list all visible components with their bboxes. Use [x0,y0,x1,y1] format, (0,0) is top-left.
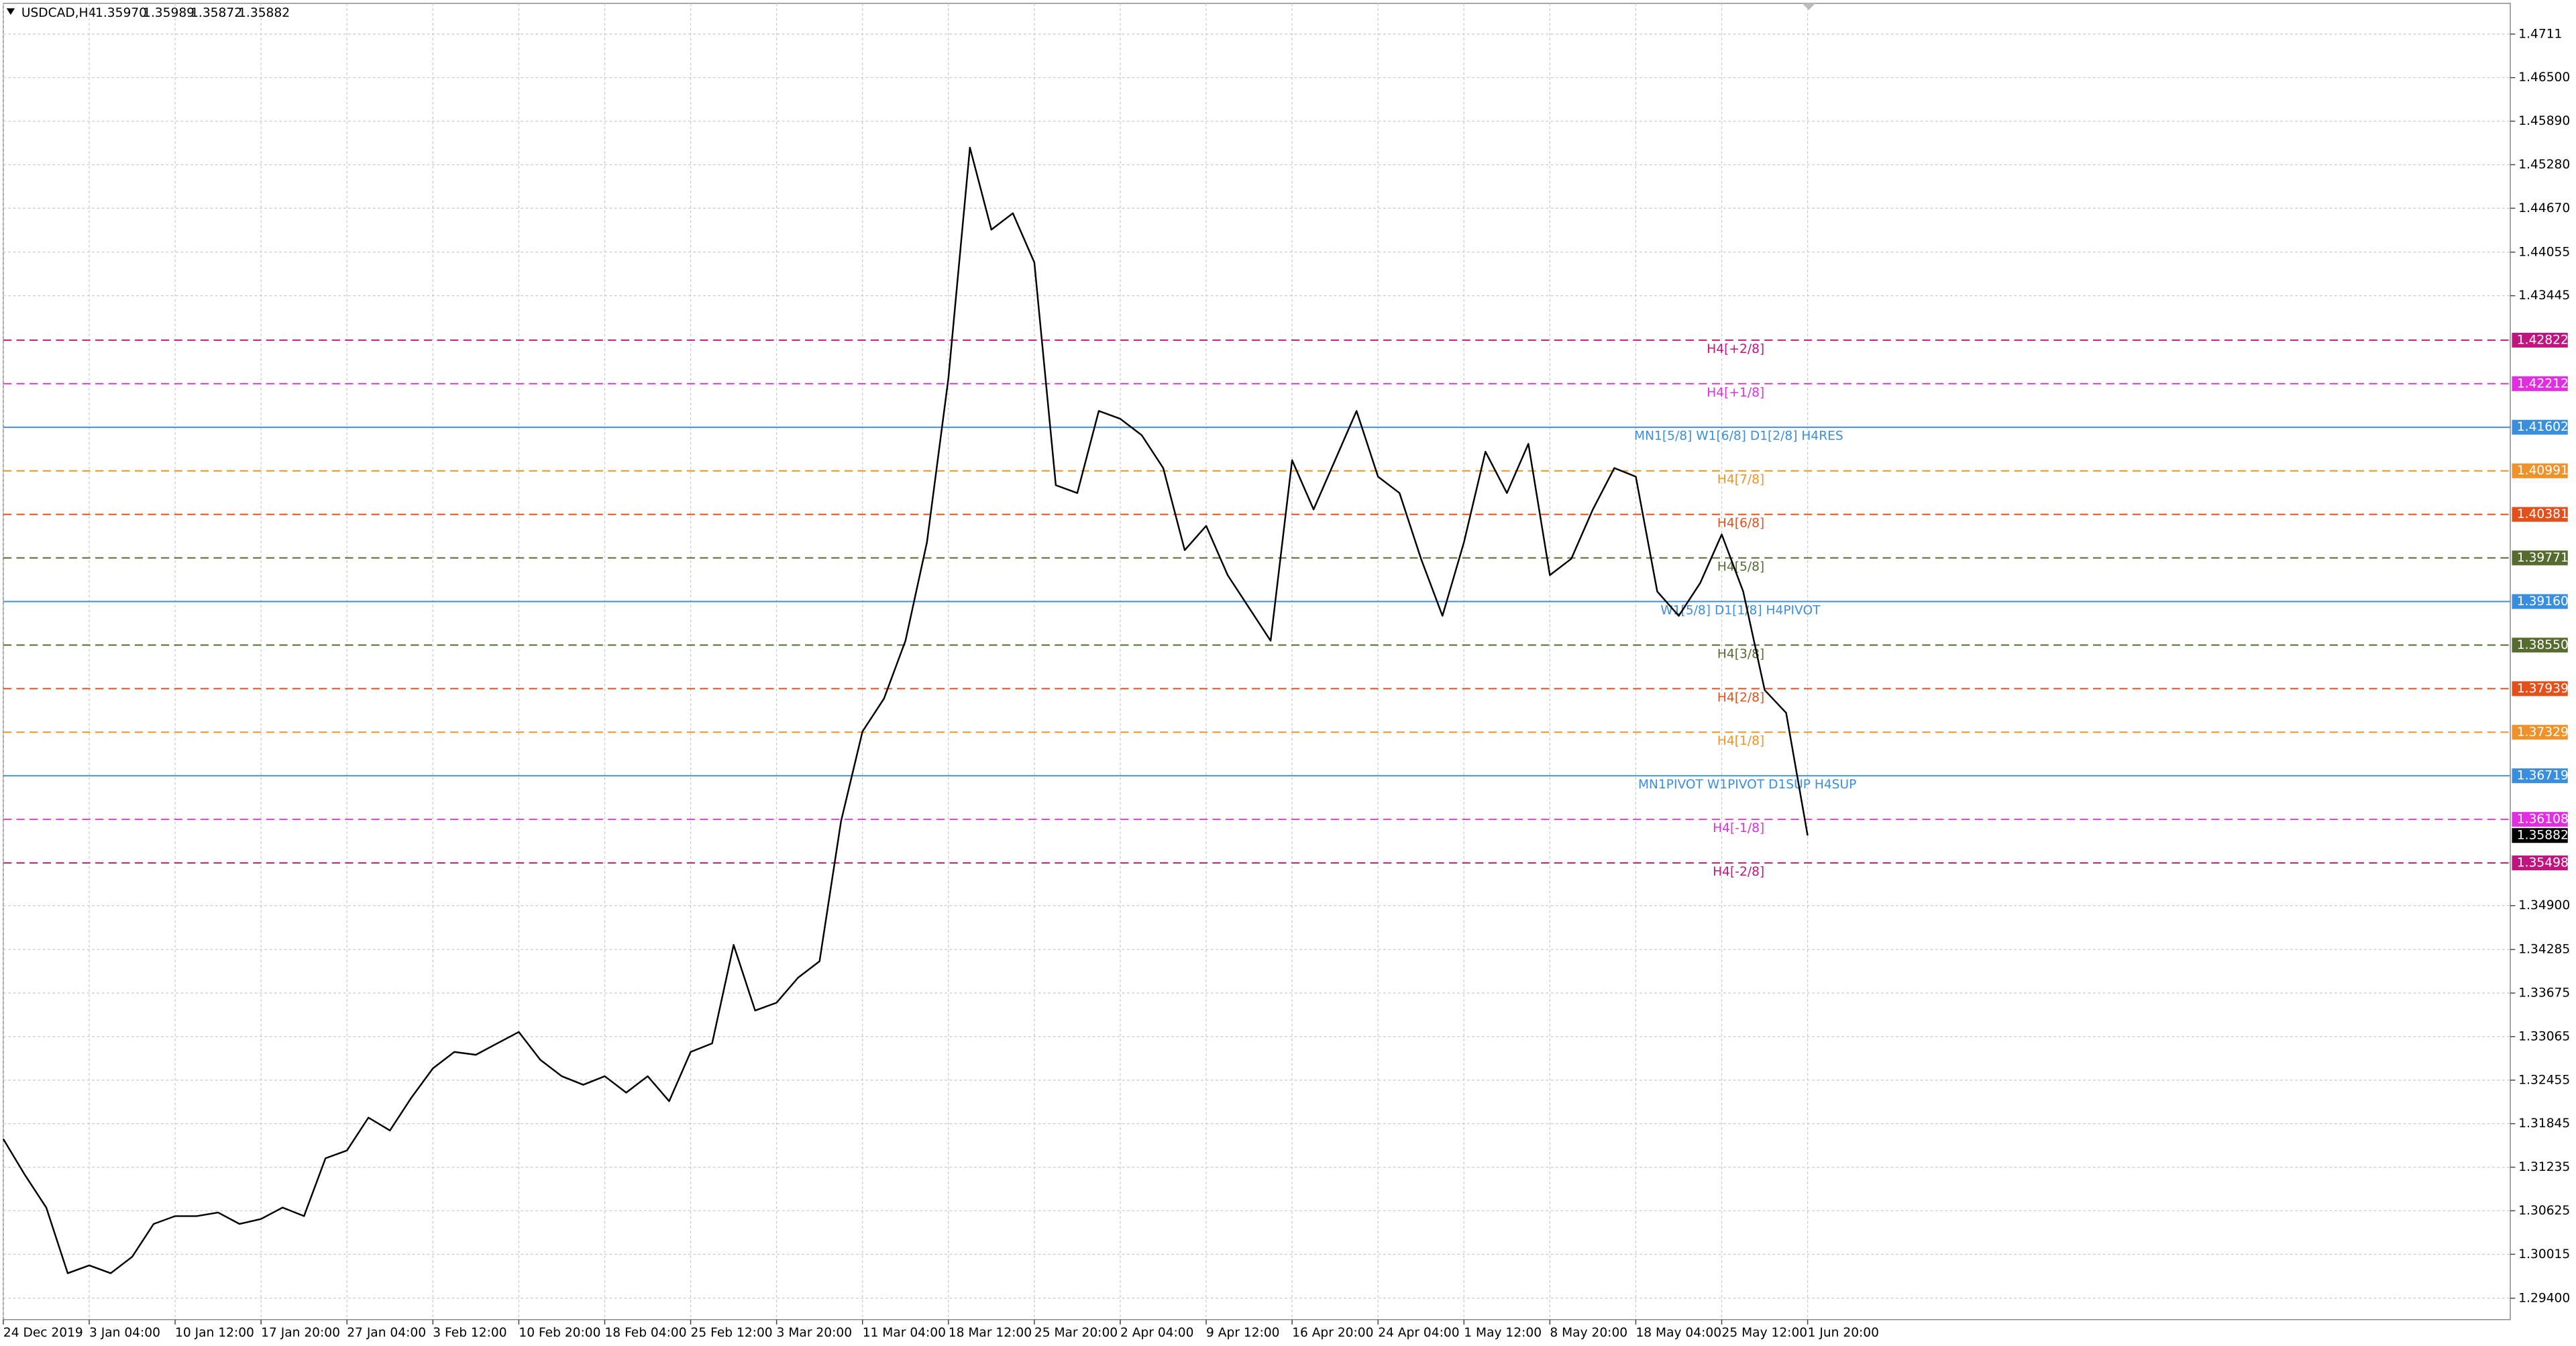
ohlc-value: 1.35989 [143,6,195,20]
level-tag [2512,681,2568,696]
level-name: H4[-2/8] [1713,865,1764,879]
level-name: W1[5/8] D1[1/8] H4PIVOT [1660,603,1821,617]
y-tick-label: 1.34285 [2518,943,2570,957]
level-value: 1.39160 [2517,594,2569,609]
ohlc-value: 1.35882 [238,6,290,20]
level-tag [2512,419,2568,435]
level-value: 1.40991 [2517,464,2569,478]
x-tick-label: 8 May 20:00 [1550,1326,1627,1340]
level-tag [2512,332,2568,348]
y-tick-label: 1.29400 [2518,1291,2570,1305]
y-tick-label: 1.33065 [2518,1029,2570,1043]
symbol: USDCAD,H4 [21,6,97,20]
level-value: 1.35498 [2517,856,2569,870]
y-tick-label: 1.31235 [2518,1160,2570,1174]
level-value: 1.39771 [2517,551,2569,565]
x-tick-label: 3 Mar 20:00 [777,1326,852,1340]
level-value: 1.37329 [2517,725,2569,739]
level-value: 1.41602 [2517,420,2569,434]
level-tag [2512,812,2568,827]
menu-arrow[interactable] [6,8,15,15]
level-value: 1.36719 [2517,769,2569,783]
y-tick-label: 1.45280 [2518,158,2570,172]
ohlc-value: 1.35970 [95,6,147,20]
y-tick-label: 1.31845 [2518,1117,2570,1131]
y-tick-label: 1.33675 [2518,986,2570,1000]
level-value: 1.42212 [2517,376,2569,391]
level-name: H4[+1/8] [1707,386,1764,400]
y-tick-label: 1.30015 [2518,1247,2570,1261]
level-name: MN1PIVOT W1PIVOT D1SUP H4SUP [1638,778,1856,792]
level-name: H4[5/8] [1717,560,1764,574]
y-tick-label: 1.43445 [2518,289,2570,303]
x-tick-label: 27 Jan 04:00 [347,1326,426,1340]
level-tag [2512,768,2568,784]
y-tick-label: 1.46500 [2518,70,2570,85]
x-tick-label: 10 Feb 20:00 [519,1326,600,1340]
x-tick-label: 1 Jun 20:00 [1808,1326,1879,1340]
y-tick-label: 1.4711 [2518,27,2562,41]
level-name: H4[6/8] [1717,517,1764,531]
level-name: H4[+2/8] [1707,342,1764,356]
level-name: H4[1/8] [1717,734,1764,748]
level-value: 1.38550 [2517,638,2569,652]
y-tick-label: 1.34900 [2518,898,2570,913]
x-tick-label: 3 Jan 04:00 [89,1326,160,1340]
level-name: H4[3/8] [1717,647,1764,661]
x-tick-label: 18 Feb 04:00 [604,1326,686,1340]
x-tick-label: 11 Mar 04:00 [863,1326,946,1340]
level-name: H4[7/8] [1717,473,1764,487]
price-line [2,146,1809,1274]
y-tick-label: 1.45890 [2518,114,2570,128]
level-value: 1.42822 [2517,333,2569,347]
x-tick-label: 24 Apr 04:00 [1378,1326,1459,1340]
level-tag [2512,856,2568,871]
x-tick-label: 17 Jan 20:00 [261,1326,340,1340]
y-tick-label: 1.44670 [2518,201,2570,215]
level-tag [2512,376,2568,391]
level-tag [2512,463,2568,478]
x-tick-label: 9 Apr 12:00 [1206,1326,1280,1340]
level-name: H4[-1/8] [1713,821,1764,835]
x-tick-label: 25 Mar 20:00 [1034,1326,1118,1340]
x-tick-label: 10 Jan 12:00 [175,1326,254,1340]
x-tick-label: 2 Apr 04:00 [1120,1326,1194,1340]
level-tag [2512,725,2568,740]
level-value: 1.37939 [2517,682,2569,696]
x-tick-label: 16 Apr 20:00 [1292,1326,1373,1340]
x-tick-label: 24 Dec 2019 [3,1326,83,1340]
x-tick-label: 18 May 04:00 [1635,1326,1721,1340]
level-name: H4[2/8] [1717,690,1764,705]
level-name: MN1[5/8] W1[6/8] D1[2/8] H4RES [1634,429,1843,444]
level-tag [2512,550,2568,566]
y-tick-label: 1.32455 [2518,1073,2570,1087]
level-tag [2512,637,2568,653]
x-tick-label: 1 May 12:00 [1464,1326,1542,1340]
level-value: 1.40381 [2517,507,2569,521]
level-tag [2512,507,2568,522]
level-value: 1.36108 [2517,813,2569,827]
x-tick-label: 25 May 12:00 [1722,1326,1808,1340]
price-tag [2512,828,2568,843]
shift-marker [1802,3,1816,10]
x-tick-label: 25 Feb 12:00 [691,1326,773,1340]
ohlc-value: 1.35872 [191,6,242,20]
x-tick-label: 3 Feb 12:00 [433,1326,506,1340]
x-tick-label: 18 Mar 12:00 [949,1326,1032,1340]
level-tag [2512,594,2568,609]
y-tick-label: 1.44055 [2518,245,2570,259]
y-tick-label: 1.30625 [2518,1204,2570,1218]
price-tag-label: 1.35882 [2517,829,2569,843]
